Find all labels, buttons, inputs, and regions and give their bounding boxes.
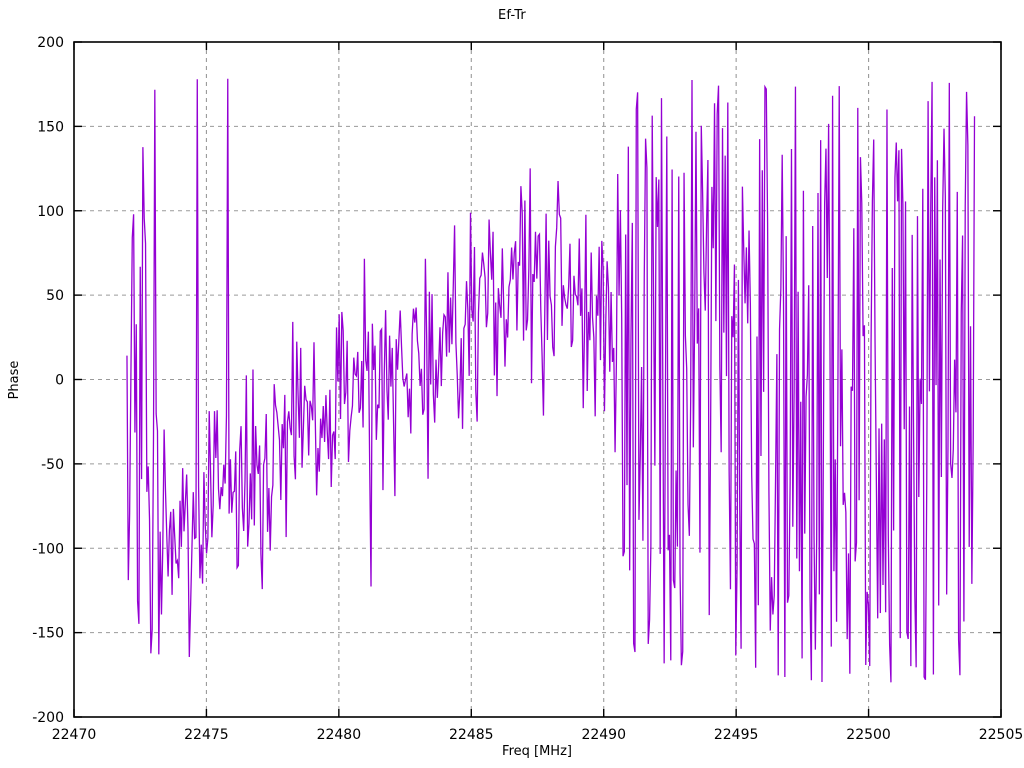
x-tick-label: 22495 <box>714 727 759 743</box>
x-axis-label: Freq [MHz] <box>502 744 572 759</box>
y-tick-label: 50 <box>46 288 64 304</box>
y-tick-label: 200 <box>37 35 64 51</box>
y-tick-label: -150 <box>32 626 64 642</box>
page-title: Ef-Tr <box>498 8 526 23</box>
gridlines <box>74 42 1001 717</box>
x-tick-label: 22500 <box>846 727 891 743</box>
y-tick-label: -200 <box>32 710 64 726</box>
y-tick-label: -100 <box>32 541 64 557</box>
data-series-phase <box>126 78 976 683</box>
x-tick-labels: 22470 22475 22480 22485 22490 22495 22500 22505 <box>52 727 1024 743</box>
y-tick-label: 100 <box>37 204 64 220</box>
x-tick-label: 22505 <box>979 727 1024 743</box>
x-tick-label: 22485 <box>449 727 494 743</box>
y-tick-label: -50 <box>41 457 64 473</box>
tick-marks <box>73 41 1002 718</box>
data-trace-group <box>126 78 976 683</box>
x-tick-label: 22475 <box>184 727 229 743</box>
y-tick-label: 150 <box>37 119 64 135</box>
y-axis-label: Phase <box>7 361 22 400</box>
x-tick-label: 22470 <box>52 727 97 743</box>
y-tick-labels: -200 -150 -100 -50 0 50 100 150 200 <box>32 35 64 726</box>
x-tick-label: 22480 <box>317 727 362 743</box>
x-tick-label: 22490 <box>581 727 626 743</box>
y-tick-label: 0 <box>55 373 64 389</box>
